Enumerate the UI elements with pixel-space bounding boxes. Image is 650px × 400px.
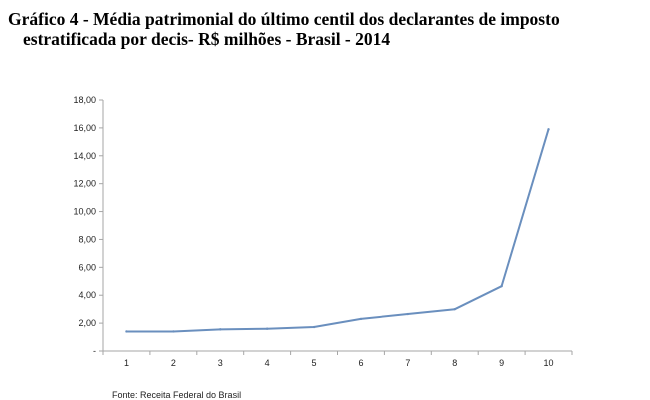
- x-tick-label: 10: [544, 358, 554, 368]
- y-tick-label: 8,00: [78, 234, 96, 244]
- x-tick-label: 6: [358, 358, 363, 368]
- data-point: [500, 284, 503, 288]
- y-tick-label: 12,00: [73, 179, 96, 189]
- x-tick-label: 7: [405, 358, 410, 368]
- x-tick-label: 8: [452, 358, 457, 368]
- data-point: [172, 330, 175, 333]
- y-tick-label: 6,00: [78, 262, 96, 272]
- data-point: [359, 317, 363, 321]
- x-tick-label: 1: [124, 358, 129, 368]
- x-axis: 1 2 3 4 5 6 7 8 9 10: [102, 350, 573, 368]
- data-point: [406, 312, 410, 316]
- y-tick-label: 16,00: [73, 123, 96, 133]
- x-tick-label: 5: [312, 358, 317, 368]
- y-tick-label: 4,00: [78, 290, 96, 300]
- y-tick-label: -: [93, 346, 96, 356]
- data-point: [547, 128, 550, 131]
- y-tick-label: 2,00: [78, 318, 96, 328]
- y-tick-label: 10,00: [73, 207, 96, 217]
- series-group: [125, 128, 550, 333]
- x-tick-label: 2: [171, 358, 176, 368]
- x-tick-label: 9: [499, 358, 504, 368]
- chart-title: Gráfico 4 - Média patrimonial do último …: [8, 9, 642, 49]
- data-point: [265, 327, 269, 330]
- y-axis: - 2,00 4,00 6,00 8,00 10,00 12,00 14,00 16,00 18,…: [73, 95, 104, 356]
- y-tick-label: 14,00: [73, 151, 96, 161]
- chart-title-line-1: Gráfico 4 - Média patrimonial do último …: [8, 9, 560, 29]
- series-line: [125, 128, 550, 333]
- source-note: Fonte: Receita Federal do Brasil: [112, 390, 241, 400]
- chart-title-line-2: estratificada por decis- R$ milhões - Br…: [23, 29, 391, 49]
- y-tick-label: 18,00: [73, 95, 96, 105]
- data-point: [312, 325, 316, 329]
- x-tick-label: 4: [265, 358, 270, 368]
- x-tick-label: 3: [218, 358, 223, 368]
- data-point: [125, 330, 128, 333]
- data-point: [453, 307, 456, 311]
- data-point: [219, 328, 222, 331]
